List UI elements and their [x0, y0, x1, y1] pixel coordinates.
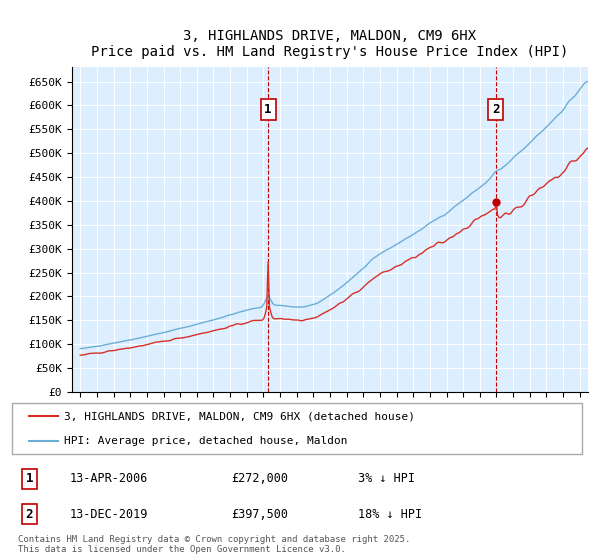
- Text: 1: 1: [265, 103, 272, 116]
- Text: Contains HM Land Registry data © Crown copyright and database right 2025.
This d: Contains HM Land Registry data © Crown c…: [18, 535, 410, 554]
- Text: 2: 2: [492, 103, 500, 116]
- Text: 3% ↓ HPI: 3% ↓ HPI: [358, 472, 415, 486]
- Text: £272,000: £272,000: [231, 472, 288, 486]
- Text: 3, HIGHLANDS DRIVE, MALDON, CM9 6HX (detached house): 3, HIGHLANDS DRIVE, MALDON, CM9 6HX (det…: [64, 411, 415, 421]
- Text: £397,500: £397,500: [231, 507, 288, 521]
- Title: 3, HIGHLANDS DRIVE, MALDON, CM9 6HX
Price paid vs. HM Land Registry's House Pric: 3, HIGHLANDS DRIVE, MALDON, CM9 6HX Pric…: [91, 29, 569, 59]
- Text: 1: 1: [26, 472, 33, 486]
- Text: HPI: Average price, detached house, Maldon: HPI: Average price, detached house, Mald…: [64, 436, 347, 446]
- FancyBboxPatch shape: [12, 403, 582, 454]
- Text: 13-APR-2006: 13-APR-2006: [70, 472, 148, 486]
- Text: 2: 2: [26, 507, 33, 521]
- Text: 13-DEC-2019: 13-DEC-2019: [70, 507, 148, 521]
- Text: 18% ↓ HPI: 18% ↓ HPI: [358, 507, 422, 521]
